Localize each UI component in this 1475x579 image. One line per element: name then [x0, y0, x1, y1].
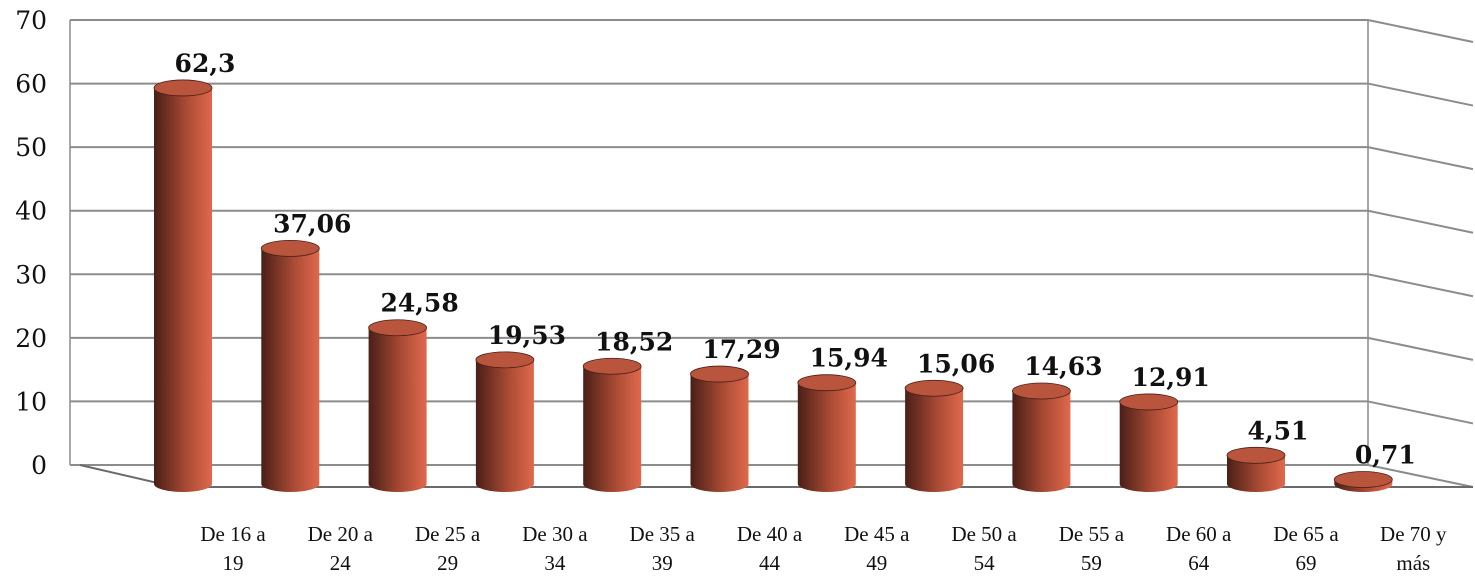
- bar: [1119, 393, 1179, 492]
- bar-top-cap: [1226, 446, 1286, 464]
- y-tick-label: 40: [15, 197, 47, 226]
- gridline-side: [1367, 464, 1474, 488]
- y-tick-label: 10: [15, 387, 47, 416]
- label-layer: 62,3 De 16 a 19 37,06 De 20 a 24 24,58 De 25 a 2…: [175, 49, 1447, 575]
- bar-body: [797, 382, 856, 492]
- bar-body: [905, 388, 964, 492]
- x-tick-label: 19: [223, 551, 244, 575]
- bar-top-cap: [1012, 382, 1071, 400]
- x-tick-label: más: [1396, 551, 1430, 575]
- data-label: 62,3: [175, 49, 236, 78]
- y-tick-label: 20: [15, 324, 47, 353]
- bar: [475, 351, 535, 492]
- data-label: 15,06: [917, 349, 995, 378]
- bar: [1226, 446, 1286, 492]
- bar: [904, 379, 964, 492]
- bar-body: [690, 374, 749, 492]
- x-tick-label: De 70 y: [1380, 522, 1447, 546]
- bar-body: [154, 87, 212, 492]
- x-tick-label: De 45 a: [844, 522, 910, 546]
- x-tick-label: 24: [330, 551, 352, 575]
- x-tick-label: De 16 a: [200, 522, 266, 546]
- bar-body: [261, 248, 320, 492]
- bar: [1012, 382, 1071, 492]
- gridline-side: [1367, 209, 1474, 234]
- x-tick-label: De 55 a: [1059, 522, 1125, 546]
- gridline-side: [1367, 336, 1474, 361]
- x-tick-label: 29: [437, 551, 458, 575]
- bar-top-cap: [1119, 393, 1179, 411]
- bar: [153, 79, 213, 492]
- x-tick-label: De 60 a: [1166, 522, 1232, 546]
- data-label: 24,58: [380, 289, 458, 318]
- gridline-side: [1367, 19, 1474, 43]
- y-tick-label: 60: [15, 70, 47, 99]
- x-tick-label: De 20 a: [308, 522, 374, 546]
- bar: [368, 319, 428, 492]
- bar: [260, 240, 320, 492]
- bar-body: [475, 359, 534, 492]
- data-label: 15,94: [810, 344, 888, 373]
- bar-layer: [153, 79, 1393, 492]
- x-tick-label: 49: [866, 551, 887, 575]
- gridline-side: [1367, 273, 1474, 298]
- bar-top-cap: [690, 365, 749, 383]
- axis-layer: 0 10 20 30 40 50 60 70: [15, 6, 1473, 488]
- y-tick-label: 0: [31, 451, 47, 480]
- bar-body: [1119, 401, 1178, 492]
- x-tick-label: 44: [759, 551, 781, 575]
- x-tick-label: De 35 a: [630, 522, 696, 546]
- x-tick-label: De 50 a: [951, 522, 1017, 546]
- bar-top-cap: [260, 240, 320, 257]
- x-tick-label: De 30 a: [522, 522, 588, 546]
- gridline-side: [1367, 146, 1474, 171]
- bar: [690, 365, 749, 492]
- data-label: 19,53: [488, 321, 566, 350]
- y-tick-label: 50: [15, 133, 47, 162]
- bar-top-cap: [904, 379, 964, 397]
- gridline-side: [1367, 400, 1474, 425]
- x-tick-label: 39: [652, 551, 673, 575]
- bar-top-cap: [153, 79, 213, 97]
- data-label: 12,91: [1132, 363, 1210, 392]
- x-tick-label: 69: [1296, 551, 1317, 575]
- bar: [1333, 471, 1393, 492]
- x-tick-label: 54: [974, 551, 996, 575]
- bar-body: [583, 366, 642, 492]
- data-label: 4,51: [1248, 416, 1309, 445]
- x-tick-label: 34: [544, 551, 566, 575]
- x-tick-label: De 25 a: [415, 522, 481, 546]
- bar: [582, 357, 642, 492]
- x-tick-label: 59: [1081, 551, 1102, 575]
- x-tick-label: De 65 a: [1273, 522, 1339, 546]
- bar-top-cap: [797, 374, 857, 392]
- data-label: 14,63: [1024, 352, 1102, 381]
- bar: [797, 374, 857, 492]
- bar-body: [368, 327, 427, 492]
- x-tick-label: De 40 a: [737, 522, 803, 546]
- x-tick-label: 64: [1188, 551, 1210, 575]
- data-label: 0,71: [1355, 440, 1416, 469]
- data-label: 17,29: [702, 335, 780, 364]
- bar-top-cap: [582, 357, 642, 375]
- bar-body: [1227, 455, 1285, 492]
- bar-top-cap: [475, 351, 535, 369]
- bar-top-cap: [1333, 471, 1393, 488]
- y-tick-label: 70: [15, 6, 47, 35]
- bar-top-cap: [368, 319, 428, 337]
- bar-body: [1012, 390, 1071, 492]
- y-tick-label: 30: [15, 260, 47, 289]
- data-label: 18,52: [595, 327, 673, 356]
- gridline-side: [1367, 82, 1474, 107]
- data-label: 37,06: [273, 209, 351, 238]
